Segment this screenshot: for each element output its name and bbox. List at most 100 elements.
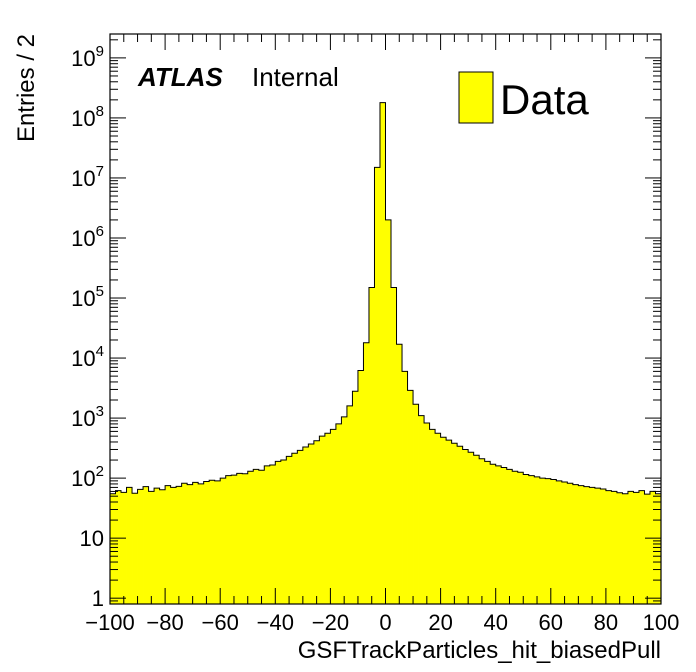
histogram-bar — [413, 404, 419, 604]
histogram-bar — [110, 493, 116, 604]
histogram-bar — [275, 461, 282, 604]
histogram-bar — [154, 488, 160, 604]
histogram-bar — [600, 488, 607, 604]
histogram-bar — [468, 452, 475, 604]
histogram-bar — [253, 469, 260, 604]
histogram-bar — [291, 453, 298, 604]
histogram-bar — [159, 489, 166, 604]
y-tick-labels: 1 10 102 103 104 105 106 107 108 109 — [71, 43, 104, 611]
legend-label-data: Data — [500, 76, 589, 123]
histogram-bar — [490, 464, 497, 604]
histogram-bar — [545, 478, 552, 604]
histogram-bar — [627, 491, 634, 604]
histogram-bar — [429, 429, 436, 604]
x-tick-label: −20 — [312, 610, 349, 635]
histogram-bar — [225, 475, 232, 604]
histogram-bar — [616, 492, 623, 604]
histogram-bar — [148, 491, 155, 604]
histogram-bar — [407, 390, 414, 604]
histogram-bar — [242, 473, 249, 604]
histogram-bar — [512, 471, 519, 604]
histogram-bar — [280, 460, 287, 604]
histogram-bar — [308, 444, 315, 604]
x-tick-label: −80 — [146, 610, 183, 635]
histogram-bar — [264, 465, 271, 604]
x-tick-label: 100 — [643, 610, 680, 635]
histogram-bar — [247, 471, 254, 604]
histogram-bar — [352, 391, 359, 604]
histogram-bar — [567, 483, 574, 604]
x-tick-label: 0 — [379, 610, 391, 635]
histogram-bar — [517, 472, 524, 604]
histogram-bar — [181, 483, 188, 604]
histogram-bar — [435, 433, 441, 604]
histogram-bar — [203, 481, 210, 604]
histogram-bar — [402, 371, 408, 604]
x-tick-label: 40 — [483, 610, 507, 635]
x-tick-label: −100 — [85, 610, 135, 635]
legend: Data — [458, 71, 589, 124]
x-tick-label: 60 — [539, 610, 563, 635]
legend-swatch-data — [458, 71, 494, 124]
atlas-label: ATLAS — [137, 62, 223, 92]
axis-ticks — [109, 34, 662, 605]
histogram-bar — [341, 416, 348, 604]
histogram-bar — [324, 433, 331, 604]
histogram-bar — [319, 436, 326, 604]
histogram-bar — [363, 342, 370, 604]
y-tick-label: 104 — [71, 343, 104, 371]
histogram-bars — [110, 102, 662, 605]
histogram-bar — [357, 370, 364, 604]
histogram-bar — [269, 465, 276, 604]
histogram-bar — [611, 491, 618, 604]
y-tick-label: 108 — [71, 103, 104, 131]
histogram-bar — [209, 480, 216, 604]
histogram-bar — [170, 487, 177, 604]
histogram-bar — [424, 422, 430, 604]
histogram-outline — [109, 102, 662, 604]
histogram-bar — [115, 490, 122, 604]
histogram-bar — [302, 446, 309, 604]
internal-label: Internal — [252, 62, 339, 92]
histogram-bar — [633, 492, 640, 604]
y-tick-label: 10 — [80, 526, 104, 551]
histogram-bar — [297, 450, 304, 604]
histogram-bar — [589, 487, 596, 604]
x-tick-label: 20 — [428, 610, 452, 635]
histogram-bar — [335, 423, 342, 604]
histogram-bar — [539, 478, 546, 604]
histogram-bar — [550, 479, 557, 604]
histogram-bar — [214, 480, 221, 604]
histogram-bar — [556, 480, 563, 604]
histogram-bar — [368, 287, 375, 604]
histogram-bar — [313, 440, 320, 604]
histogram-bar — [137, 489, 144, 604]
histogram-bar — [622, 493, 629, 604]
histogram-bar — [374, 167, 381, 604]
histogram-bar — [236, 473, 243, 604]
histogram-bar — [330, 429, 337, 604]
histogram-bar — [534, 476, 541, 604]
histogram-bar — [583, 486, 590, 604]
histogram-bar — [446, 440, 453, 604]
y-tick-label: 102 — [71, 463, 104, 491]
histogram-bar — [176, 486, 183, 604]
histogram-bar — [385, 219, 392, 604]
histogram-bar — [523, 474, 530, 604]
histogram-bar — [594, 488, 601, 604]
x-tick-label: −60 — [202, 610, 239, 635]
histogram-bar — [187, 484, 194, 604]
histogram-bar — [346, 405, 353, 604]
y-tick-label: 107 — [71, 163, 104, 191]
histogram-bar — [578, 485, 585, 604]
histogram-bar — [655, 493, 662, 604]
histogram-bar — [528, 475, 535, 604]
histogram-bar — [231, 475, 238, 604]
histogram-bar — [198, 483, 205, 604]
histogram-bar — [440, 437, 447, 604]
histogram-bar — [506, 469, 513, 604]
histogram-bar — [451, 443, 458, 604]
histogram-bar — [121, 492, 127, 604]
histogram-bar — [192, 482, 199, 604]
